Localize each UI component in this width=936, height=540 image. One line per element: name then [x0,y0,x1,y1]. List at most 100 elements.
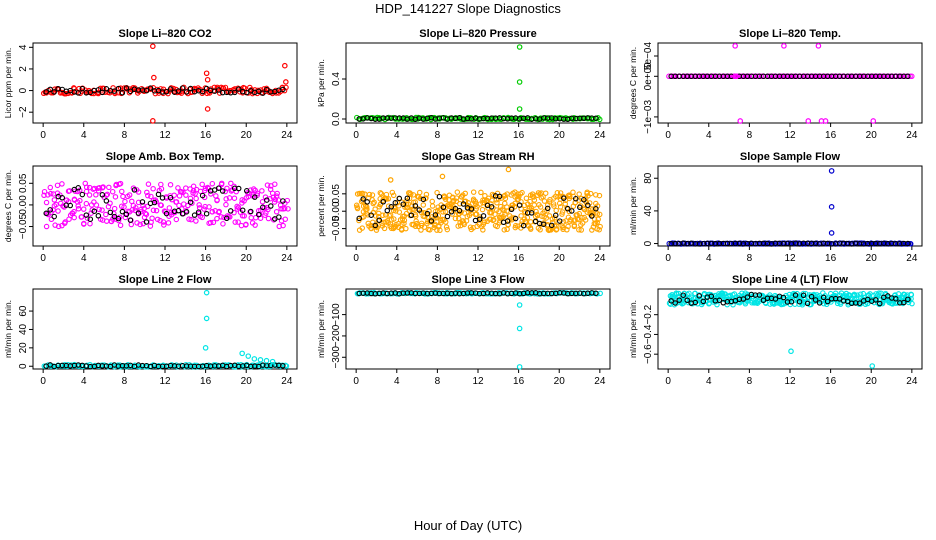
data-point-black [231,89,238,96]
data-point-black [99,89,106,96]
data-point [150,185,156,192]
data-point [369,192,376,198]
data-point-black [139,199,146,205]
y-tick-label: 0.05 [18,173,29,193]
data-point [907,73,913,80]
data-point [150,207,157,214]
data-point-black [804,300,811,307]
y-tick-label: −0.05 [331,216,342,242]
plot-frame [345,42,611,124]
data-point [96,206,102,213]
outlier-point [828,230,835,236]
outlier-point [203,289,210,296]
data-point [434,207,441,214]
data-point [353,202,360,209]
data-point [262,194,269,200]
data-point-black [95,213,102,219]
data-point [579,220,586,226]
data-point-black [548,222,555,229]
x-tick-label: 4 [394,130,400,141]
data-point [209,180,216,187]
data-point [193,195,199,202]
data-point-black [444,213,451,220]
x-tick-label: 0 [40,130,46,141]
data-point [208,191,214,197]
x-tick-label: 16 [825,130,837,141]
x-tick-label: 20 [554,376,566,387]
x-tick-label: 20 [554,253,566,264]
data-point-black [227,208,234,214]
data-point [501,207,507,214]
data-point [576,227,582,233]
data-point [160,362,167,369]
data-point [519,189,525,196]
data-point-black [360,196,366,202]
data-point [173,216,180,223]
data-point-black [131,187,138,193]
x-tick-label: 0 [665,130,671,141]
x-tick-label: 16 [513,130,525,141]
data-point [112,194,119,200]
data-point [746,73,752,80]
data-point-black [692,299,699,306]
data-point [453,195,460,201]
data-point [521,216,528,222]
data-point-black [143,219,150,225]
x-tick-label: 4 [81,376,87,387]
data-point [531,197,538,203]
data-point [564,227,570,233]
data-point [190,183,197,190]
data-point-black [103,198,110,204]
data-point [48,216,55,223]
data-point [537,227,543,233]
chart-panel-7: Slope Line 2 Flow 0 4 8 12 16 20 24 0 20 40 60 ml/mi… [3,274,298,387]
data-point-black [716,297,723,304]
data-point [232,219,238,225]
data-point [560,226,566,233]
data-point [48,190,54,197]
data-point [417,195,424,202]
data-point [227,214,233,220]
data-point [480,227,486,233]
data-point-black [668,298,674,304]
chart-title: Slope Li–820 CO2 [119,28,212,40]
data-point-black [199,192,206,199]
data-point [454,189,461,195]
data-point [47,184,54,191]
data-point-black [376,217,383,224]
y-tick-label: 0 [18,363,29,369]
x-tick-label: 0 [665,376,671,387]
data-point-black [877,300,883,307]
x-tick-label: 8 [122,376,128,387]
data-point-black [440,204,447,211]
data-point [554,226,560,232]
data-point-black [593,205,599,212]
x-tick-label: 0 [353,376,359,387]
data-point [412,223,419,230]
chart-panel-4: Slope Amb. Box Temp. 0 4 8 12 16 20 24 −0.050.00… [3,151,298,264]
data-point-black [812,297,819,303]
data-point [418,220,425,227]
data-point [444,226,451,233]
data-point-black [167,194,174,201]
data-point [60,203,66,209]
data-point [518,213,524,219]
data-point [71,208,77,215]
data-point [366,191,373,198]
data-point [111,205,118,212]
data-point [429,203,436,209]
outlier-point [828,168,835,174]
data-point-black [569,208,575,214]
data-point [71,214,77,221]
data-point [526,116,532,122]
data-point [214,197,220,203]
data-point [889,301,896,307]
data-point-black [468,206,475,212]
plot-frame [32,288,298,370]
data-point [710,73,717,80]
data-point-black [256,211,262,218]
data-point-black [191,212,198,218]
data-point [149,215,155,221]
data-point [168,209,175,216]
x-tick-label: 8 [122,130,128,141]
